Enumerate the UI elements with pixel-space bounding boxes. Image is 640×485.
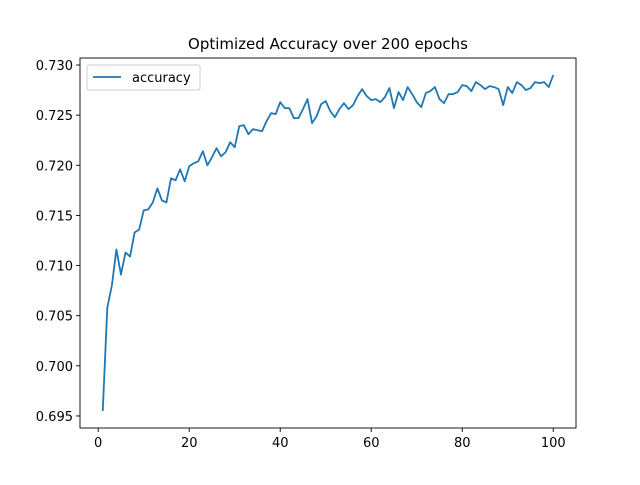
y-axis-ticks: 0.695 0.700 0.705 0.710 0.715 0.720 0.725 0.730 — [36, 59, 80, 425]
y-tick-label: 0.710 — [36, 260, 73, 275]
x-tick-label: 100 — [541, 436, 566, 451]
x-tick-label: 40 — [272, 436, 289, 451]
y-tick-label: 0.715 — [36, 209, 73, 224]
y-tick-label: 0.730 — [36, 59, 73, 74]
x-tick-label: 0 — [94, 436, 102, 451]
y-tick-label: 0.705 — [36, 310, 73, 325]
x-tick-label: 60 — [363, 436, 380, 451]
x-axis-ticks: 0 20 40 60 80 100 — [94, 428, 566, 451]
legend-box — [86, 64, 201, 91]
chart-title: Optimized Accuracy over 200 epochs — [188, 35, 468, 53]
legend: accuracy — [86, 64, 201, 91]
axes-frame — [79, 57, 577, 429]
y-tick-label: 0.695 — [36, 410, 73, 425]
y-tick-label: 0.700 — [36, 360, 73, 375]
accuracy-series-line — [101, 74, 555, 411]
y-tick-label: 0.725 — [36, 109, 73, 124]
plot-series-group — [101, 74, 555, 411]
x-tick-label: 80 — [454, 436, 471, 451]
y-tick-label: 0.720 — [36, 159, 73, 174]
legend-label-accuracy: accuracy — [132, 71, 191, 86]
x-tick-label: 20 — [181, 436, 198, 451]
